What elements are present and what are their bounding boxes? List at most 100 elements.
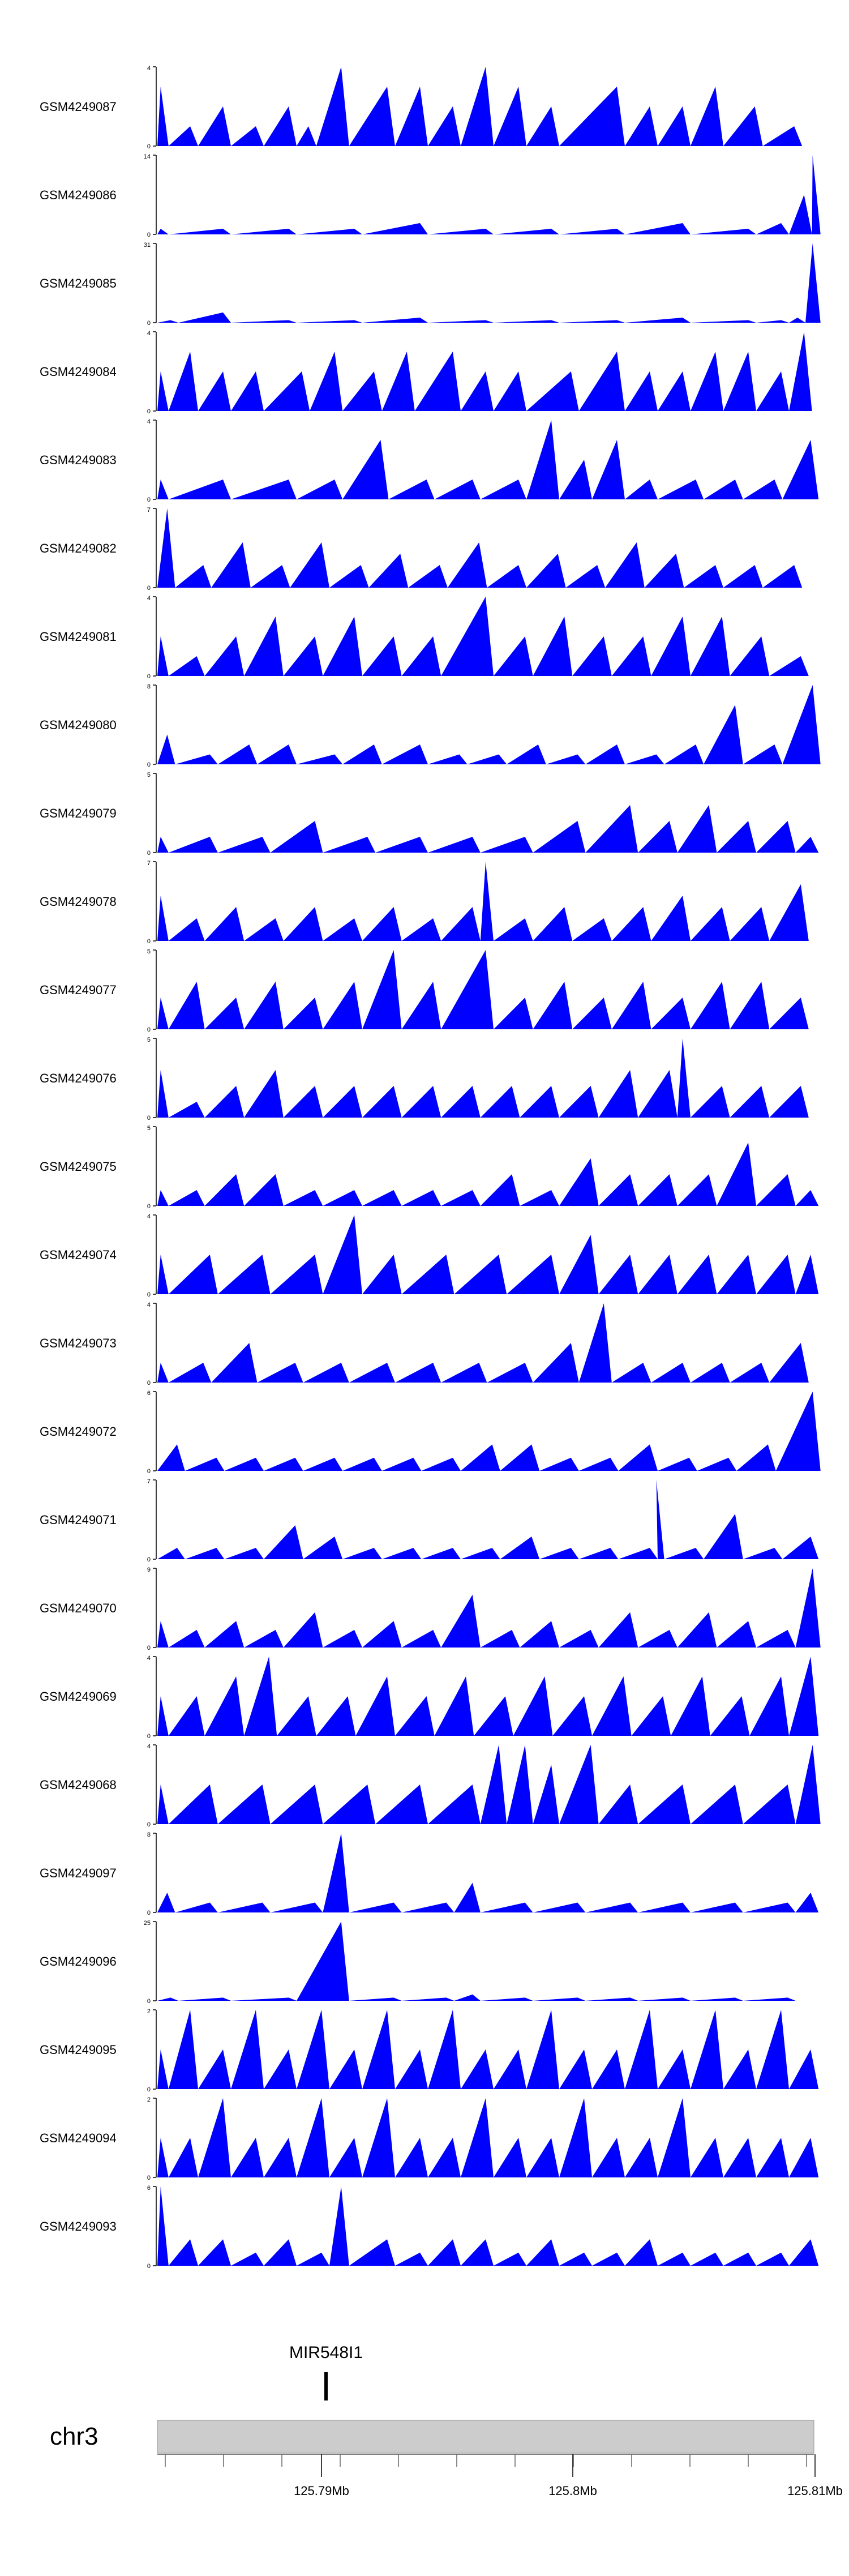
track-ymax-label: 2: [147, 2096, 151, 2103]
track-label: GSM4249095: [40, 2043, 117, 2057]
track-GSM4249078: GSM4249078 7 0: [40, 860, 814, 945]
track-GSM4249068: GSM4249068 4 0: [40, 1743, 821, 1828]
track-ymax-label: 14: [144, 153, 151, 160]
track-ymax-label: 4: [147, 1655, 151, 1662]
track-label: GSM4249086: [40, 188, 117, 202]
track-label: GSM4249075: [40, 1159, 117, 1174]
track-ymax-label: 5: [147, 772, 151, 778]
track-ymin-label: 0: [147, 2086, 151, 2093]
track-GSM4249070: GSM4249070 9 0: [40, 1567, 821, 1651]
track-GSM4249087: GSM4249087 4 0: [40, 65, 814, 150]
track-GSM4249072: GSM4249072 6 0: [40, 1390, 821, 1475]
track-GSM4249077: GSM4249077 5 0: [40, 948, 814, 1033]
track-area: [157, 2098, 819, 2177]
track-ymin-label: 0: [147, 1998, 151, 2005]
track-label: GSM4249076: [40, 1071, 117, 1085]
track-label: GSM4249072: [40, 1424, 117, 1439]
track-ymax-label: 4: [147, 1743, 151, 1750]
track-GSM4249097: GSM4249097 8 0: [40, 1832, 819, 1916]
genome-tick-label: 125.81Mb: [787, 2484, 843, 2498]
track-label: GSM4249094: [40, 2131, 117, 2145]
track-area: [157, 420, 819, 499]
track-label: GSM4249073: [40, 1336, 117, 1350]
track-label: GSM4249068: [40, 1778, 117, 1792]
track-area: [157, 1303, 814, 1383]
track-ymax-label: 4: [147, 330, 151, 337]
track-area: [157, 1922, 814, 2001]
track-area: [157, 1215, 819, 1294]
track-label: GSM4249082: [40, 541, 117, 555]
track-area: [157, 862, 814, 941]
track-area: [157, 1833, 819, 1912]
track-ymax-label: 8: [147, 1832, 151, 1838]
genome-tick-label: 125.8Mb: [548, 2484, 597, 2498]
track-label: GSM4249071: [40, 1513, 117, 1527]
track-ymin-label: 0: [147, 938, 151, 945]
track-ymin-label: 0: [147, 232, 151, 238]
track-GSM4249085: GSM4249085 31 0: [40, 242, 821, 327]
track-label: GSM4249085: [40, 276, 117, 290]
track-ymin-label: 0: [147, 1821, 151, 1828]
track-ymax-label: 4: [147, 1213, 151, 1220]
track-ymax-label: 5: [147, 1125, 151, 1132]
chromosome-label: chr3: [50, 2423, 98, 2450]
track-label: GSM4249080: [40, 718, 117, 732]
track-GSM4249095: GSM4249095 2 0: [40, 2008, 819, 2093]
track-ymin-label: 0: [147, 1203, 151, 1210]
track-label: GSM4249081: [40, 630, 117, 644]
track-ymin-label: 0: [147, 2263, 151, 2270]
track-label: GSM4249087: [40, 100, 117, 114]
track-ymax-label: 4: [147, 1302, 151, 1308]
track-ymin-label: 0: [147, 1468, 151, 1475]
track-GSM4249069: GSM4249069 4 0: [40, 1655, 819, 1740]
track-ymax-label: 6: [147, 1390, 151, 1397]
track-area: [157, 1142, 819, 1206]
gene-marker: [324, 2372, 328, 2400]
track-area: [157, 1038, 814, 1118]
track-ymin-label: 0: [147, 1026, 151, 1033]
track-label: GSM4249078: [40, 895, 117, 909]
track-ymax-label: 4: [147, 595, 151, 602]
track-area: [157, 685, 821, 764]
track-GSM4249094: GSM4249094 2 0: [40, 2096, 819, 2181]
track-GSM4249081: GSM4249081 4 0: [40, 595, 814, 680]
track-ymax-label: 4: [147, 65, 151, 72]
track-ymax-label: 8: [147, 683, 151, 690]
track-label: GSM4249096: [40, 1954, 117, 1969]
genome-tick-label: 125.79Mb: [294, 2484, 349, 2498]
track-label: GSM4249069: [40, 1689, 117, 1704]
track-area: [157, 950, 814, 1029]
track-label: GSM4249070: [40, 1601, 117, 1615]
track-ymax-label: 7: [147, 1478, 151, 1485]
track-ymin-label: 0: [147, 1556, 151, 1563]
track-GSM4249096: GSM4249096 25 0: [40, 1920, 814, 2005]
track-ymin-label: 0: [147, 585, 151, 592]
track-area: [157, 243, 821, 323]
track-ymax-label: 4: [147, 418, 151, 425]
track-ymax-label: 31: [144, 242, 151, 249]
track-ymax-label: 7: [147, 860, 151, 867]
track-ymin-label: 0: [147, 1115, 151, 1122]
track-label: GSM4249097: [40, 1866, 117, 1880]
track-ymin-label: 0: [147, 320, 151, 327]
track-label: GSM4249077: [40, 983, 117, 997]
track-ymin-label: 0: [147, 1645, 151, 1651]
track-GSM4249076: GSM4249076 5 0: [40, 1037, 814, 1122]
track-GSM4249082: GSM4249082 7 0: [40, 507, 814, 592]
track-ymin-label: 0: [147, 850, 151, 857]
chromosome-bar: [157, 2420, 814, 2454]
track-ymin-label: 0: [147, 1733, 151, 1740]
track-area: [157, 1745, 821, 1824]
track-area: [157, 155, 821, 234]
track-GSM4249073: GSM4249073 4 0: [40, 1302, 814, 1387]
track-area: [157, 67, 814, 146]
track-ymax-label: 2: [147, 2008, 151, 2015]
track-area: [157, 332, 814, 411]
track-ymax-label: 6: [147, 2185, 151, 2192]
track-ymin-label: 0: [147, 143, 151, 150]
track-GSM4249083: GSM4249083 4 0: [40, 418, 819, 503]
track-ymin-label: 0: [147, 761, 151, 768]
track-ymax-label: 5: [147, 1037, 151, 1043]
track-ymin-label: 0: [147, 673, 151, 680]
track-label: GSM4249083: [40, 453, 117, 467]
